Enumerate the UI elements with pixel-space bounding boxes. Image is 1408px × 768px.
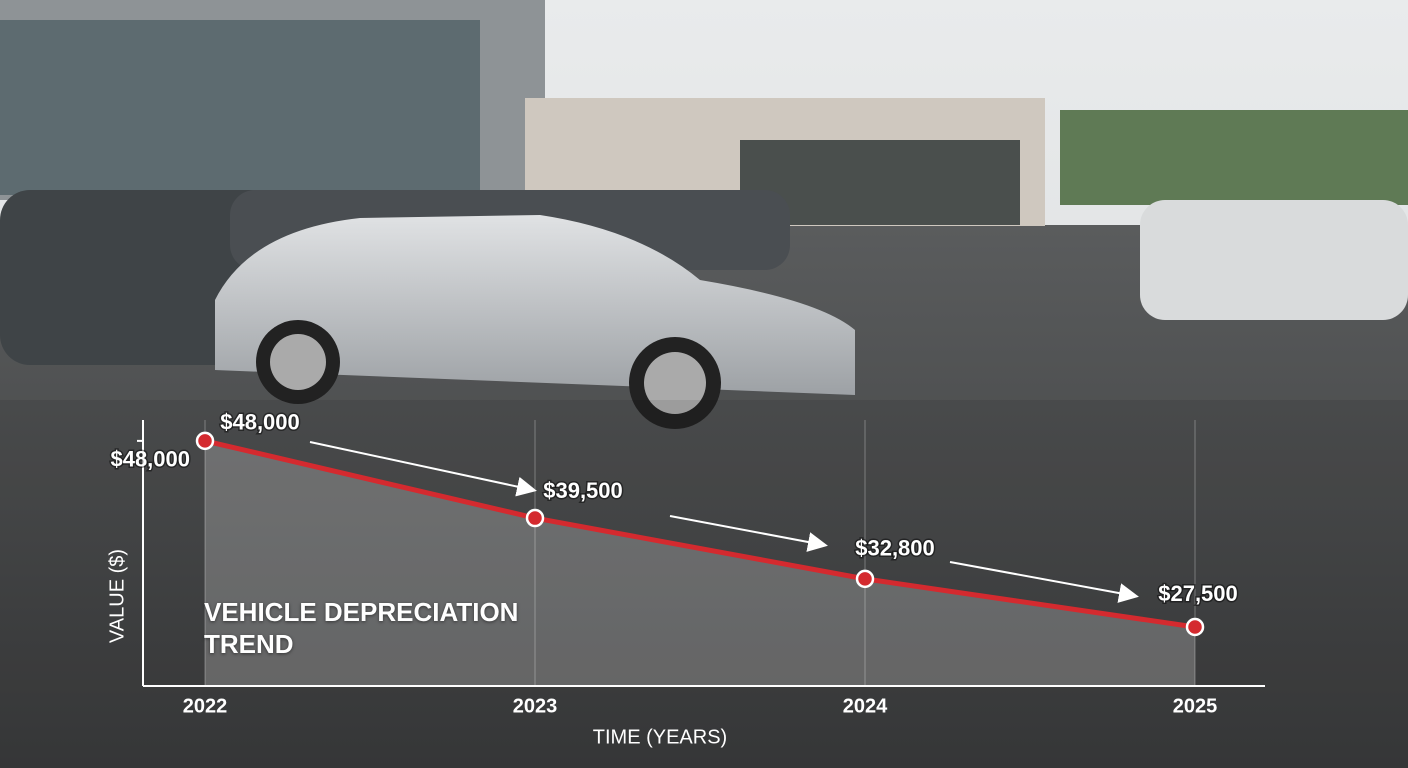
value-label: $32,800 [855,536,935,561]
point [1185,617,1205,637]
value-label: $48,000 [220,410,300,435]
chart-title: VEHICLE DEPRECIATION TREND [204,597,519,659]
point [855,569,875,589]
value-label: $27,500 [1158,581,1238,606]
x-tick-label: 2022 [183,695,228,717]
axes [142,420,1265,687]
x-tick-label: 2025 [1173,695,1218,717]
x-tick-label: 2023 [513,695,558,717]
point [195,431,215,451]
y-tick-label: $48,000 [110,447,190,472]
area-fill [205,440,1195,686]
point [525,508,545,528]
x-axis-label: TIME (YEARS) [593,726,727,748]
y-axis-label: VALUE ($) [106,549,128,643]
x-tick-label: 2024 [843,695,888,717]
line [204,438,1196,630]
arrows [309,441,1139,603]
value-label: $39,500 [543,478,623,503]
